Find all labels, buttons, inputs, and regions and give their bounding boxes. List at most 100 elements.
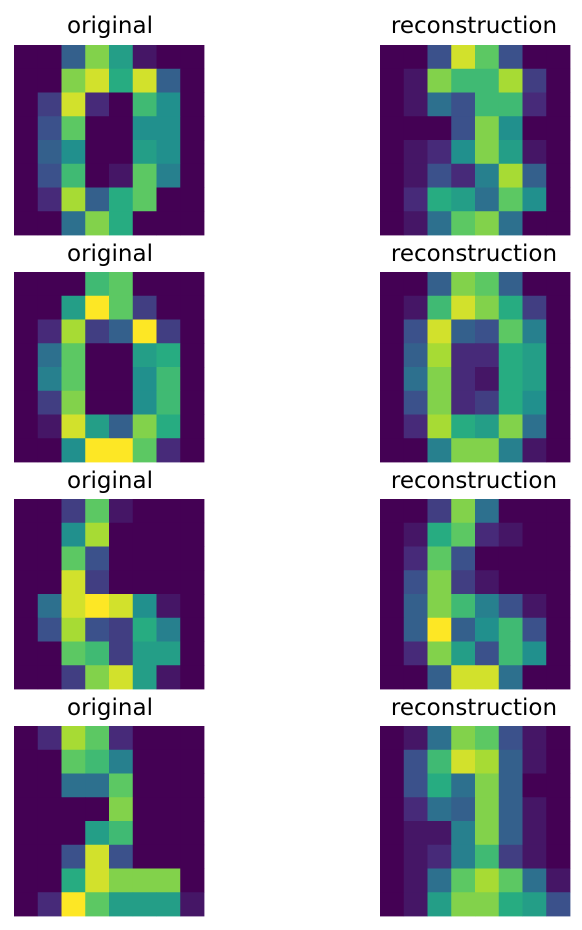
heatmap-cell <box>85 116 110 141</box>
heatmap-cell <box>156 116 181 141</box>
panel-title: original <box>67 241 153 267</box>
heatmap-cell <box>380 343 405 368</box>
heatmap-cell <box>132 665 157 690</box>
heatmap-cell <box>37 892 62 917</box>
heatmap-cell <box>427 343 452 368</box>
heatmap-cell <box>475 45 500 70</box>
heatmap-cell <box>180 892 205 917</box>
heatmap-cell <box>180 522 205 547</box>
heatmap-cell <box>37 617 62 642</box>
heatmap-cell <box>380 438 405 463</box>
heatmap-cell <box>132 367 157 392</box>
heatmap-cell <box>85 187 110 212</box>
heatmap-cell <box>132 749 157 774</box>
heatmap-cell <box>14 844 39 869</box>
heatmap-cell <box>14 641 39 666</box>
heatmap-cell <box>180 414 205 439</box>
heatmap-cell <box>61 390 86 415</box>
heatmap-cell <box>156 92 181 117</box>
heatmap-cell <box>498 295 523 320</box>
heatmap-cell <box>522 499 547 524</box>
heatmap-cell <box>109 187 134 212</box>
heatmap-cell <box>109 546 134 571</box>
heatmap-cell <box>85 272 110 297</box>
heatmap-cell <box>156 617 181 642</box>
heatmap-cell <box>109 295 134 320</box>
heatmap-cell <box>37 749 62 774</box>
heatmap-cell <box>475 367 500 392</box>
heatmap-cell <box>498 641 523 666</box>
heatmap-cell <box>85 868 110 893</box>
heatmap-cell <box>14 92 39 117</box>
heatmap-cell <box>403 570 428 595</box>
heatmap-cell <box>475 211 500 236</box>
heatmap-cell <box>451 116 476 141</box>
heatmap-cell <box>498 140 523 165</box>
heatmap-cell <box>403 522 428 547</box>
heatmap-cell <box>427 749 452 774</box>
panel-title: reconstruction <box>391 13 557 39</box>
heatmap-cell <box>522 295 547 320</box>
heatmap-cell <box>109 45 134 70</box>
heatmap-cell <box>156 211 181 236</box>
heatmap-cell <box>403 116 428 141</box>
heatmap-cell <box>14 617 39 642</box>
heatmap-cell <box>427 665 452 690</box>
heatmap-cell <box>132 390 157 415</box>
heatmap-cell <box>546 665 571 690</box>
heatmap-cell <box>61 187 86 212</box>
heatmap-cell <box>451 665 476 690</box>
heatmap-cell <box>61 797 86 822</box>
heatmap-cell <box>37 868 62 893</box>
heatmap-cell <box>132 499 157 524</box>
heatmap-cell <box>380 665 405 690</box>
heatmap-cell <box>522 726 547 751</box>
heatmap-cell <box>37 68 62 93</box>
heatmap-cell <box>85 844 110 869</box>
heatmap-cell <box>180 367 205 392</box>
heatmap-cell <box>427 570 452 595</box>
heatmap-cell <box>475 92 500 117</box>
heatmap-cell <box>14 163 39 188</box>
heatmap-cell <box>546 295 571 320</box>
heatmap-cell <box>403 773 428 798</box>
heatmap-cell <box>132 641 157 666</box>
heatmap-cell <box>156 390 181 415</box>
heatmap-cell <box>85 390 110 415</box>
heatmap-cell <box>156 522 181 547</box>
heatmap-cell <box>380 797 405 822</box>
heatmap-cell <box>546 390 571 415</box>
heatmap-cell <box>380 68 405 93</box>
heatmap-cell <box>37 641 62 666</box>
heatmap-cell <box>546 92 571 117</box>
heatmap-cell <box>403 211 428 236</box>
heatmap-cell <box>14 726 39 751</box>
heatmap-cell <box>427 594 452 619</box>
heatmap-cell <box>109 272 134 297</box>
heatmap-cell <box>14 892 39 917</box>
heatmap-cell <box>522 438 547 463</box>
heatmap-cell <box>475 892 500 917</box>
heatmap-cell <box>546 187 571 212</box>
heatmap-cell <box>403 499 428 524</box>
panel-title: original <box>67 695 153 721</box>
heatmap-cell <box>14 140 39 165</box>
heatmap-cell <box>37 438 62 463</box>
heatmap-cell <box>403 163 428 188</box>
heatmap-cell <box>109 367 134 392</box>
heatmap-cell <box>475 570 500 595</box>
heatmap-cell <box>427 295 452 320</box>
heatmap-cell <box>380 892 405 917</box>
heatmap-cell <box>37 821 62 846</box>
heatmap-cell <box>380 773 405 798</box>
heatmap-cell <box>156 726 181 751</box>
heatmap-cell <box>475 163 500 188</box>
heatmap-cell <box>85 522 110 547</box>
heatmap-cell <box>180 546 205 571</box>
heatmap-cell <box>451 773 476 798</box>
heatmap-cell <box>85 594 110 619</box>
heatmap-cell <box>380 116 405 141</box>
heatmap-cell <box>427 617 452 642</box>
heatmap-cell <box>109 319 134 344</box>
heatmap-cell <box>522 116 547 141</box>
